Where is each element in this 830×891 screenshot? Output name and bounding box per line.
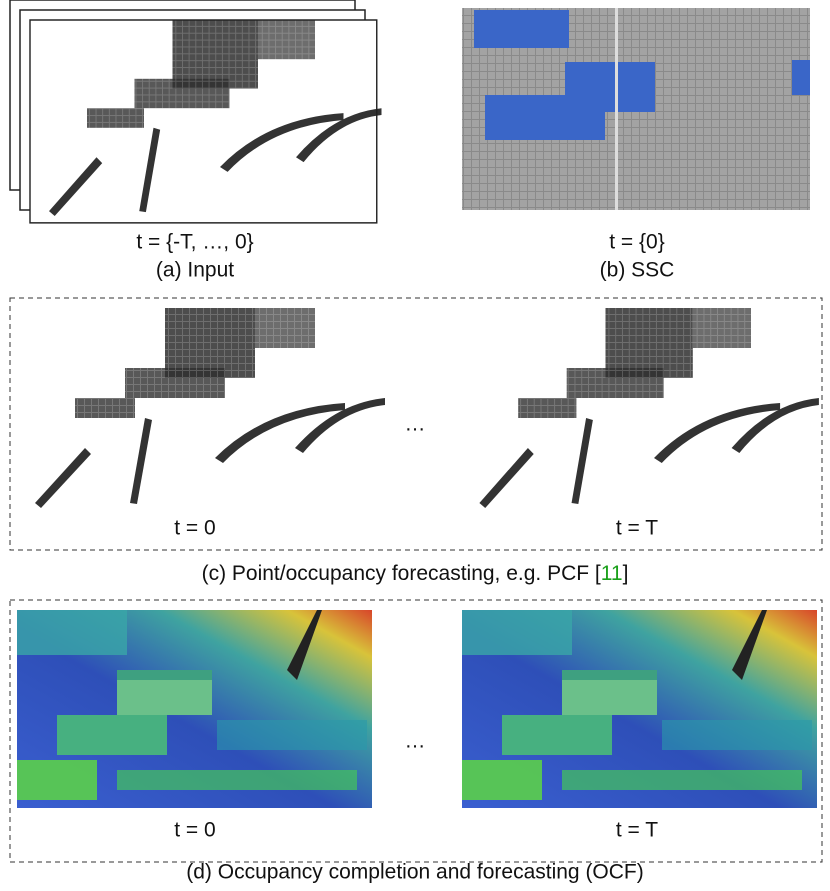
ssc-image xyxy=(462,8,810,210)
input-image xyxy=(9,0,382,224)
time-label: t = {-T, …, 0} xyxy=(136,231,253,254)
caption: (b) SSC xyxy=(600,259,675,282)
caption: (d) Occupancy completion and forecasting… xyxy=(186,861,644,884)
ocf-image xyxy=(17,610,372,808)
caption: (c) Point/occupancy forecasting, e.g. PC… xyxy=(202,562,629,585)
panel-border xyxy=(9,297,823,551)
panel-border xyxy=(9,599,823,863)
time-label: t = T xyxy=(616,517,658,540)
time-label: t = 0 xyxy=(174,819,215,842)
ellipsis: … xyxy=(405,413,426,436)
forecast-image xyxy=(15,308,385,515)
time-label: t = T xyxy=(616,819,658,842)
citation: 11 xyxy=(601,562,623,585)
forecast-image xyxy=(460,308,819,515)
time-label: t = {0} xyxy=(609,231,664,254)
time-label: t = 0 xyxy=(174,517,215,540)
ellipsis: … xyxy=(405,730,426,753)
caption-text: ] xyxy=(623,562,629,585)
caption: (a) Input xyxy=(156,259,234,282)
ocf-image xyxy=(462,610,817,808)
caption-text: (c) Point/occupancy forecasting, e.g. PC… xyxy=(202,562,601,585)
